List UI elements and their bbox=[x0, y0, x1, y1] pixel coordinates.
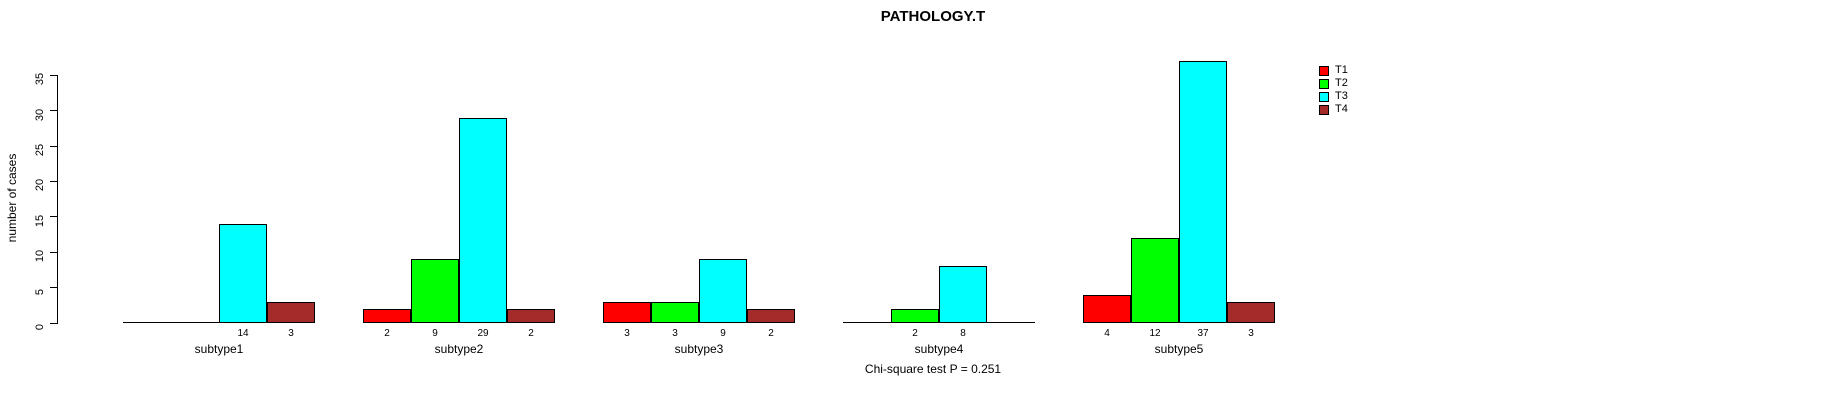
y-tick-label-text: 25 bbox=[34, 143, 46, 157]
bar-subtype3-T4 bbox=[747, 308, 795, 323]
bar-value-label: 2 bbox=[384, 328, 390, 339]
bar-value-label: 2 bbox=[912, 328, 918, 339]
y-tick-mark bbox=[50, 322, 57, 324]
bar-value-label: 12 bbox=[1149, 328, 1161, 339]
y-tick-label-text: 0 bbox=[34, 323, 46, 331]
y-tick-label-text: 30 bbox=[34, 108, 46, 121]
y-tick-label-text: 10 bbox=[34, 250, 46, 263]
bar-subtype1-T3 bbox=[219, 223, 267, 323]
bar-subtype2-T2 bbox=[411, 259, 459, 323]
category-label-subtype2: subtype2 bbox=[434, 342, 484, 356]
bar-subtype2-T3 bbox=[459, 117, 507, 323]
legend-row-T1: T1 bbox=[1319, 64, 1348, 77]
y-tick-mark bbox=[50, 74, 57, 76]
bar-subtype3-T2 bbox=[651, 301, 699, 323]
legend-swatch-icon bbox=[1319, 91, 1329, 102]
legend-label: T3 bbox=[1335, 90, 1348, 102]
y-tick-label-text: 20 bbox=[34, 179, 46, 192]
legend-label: T1 bbox=[1335, 64, 1348, 76]
bar-value-label: 2 bbox=[528, 328, 534, 339]
bar-subtype5-T2 bbox=[1131, 238, 1179, 323]
bar-value-label: 3 bbox=[1248, 328, 1254, 339]
chi-square-annotation: Chi-square test P = 0.251 bbox=[864, 362, 1002, 376]
y-tick-label-text: 35 bbox=[34, 73, 46, 86]
bar-value-label: 14 bbox=[237, 328, 249, 339]
chart-title: PATHOLOGY.T bbox=[880, 8, 986, 25]
bar-subtype1-T4 bbox=[267, 301, 315, 323]
bar-subtype5-T1 bbox=[1083, 294, 1131, 323]
category-label-subtype3: subtype3 bbox=[674, 342, 724, 356]
bar-value-label: 3 bbox=[624, 328, 630, 339]
bar-subtype3-T3 bbox=[699, 259, 747, 323]
bar-subtype3-T1 bbox=[603, 301, 651, 323]
zero-bar-subtype1-T2 bbox=[171, 322, 219, 323]
bar-value-label: 3 bbox=[288, 328, 294, 339]
bar-value-label: 29 bbox=[477, 328, 489, 339]
zero-bar-subtype1-T1 bbox=[123, 322, 171, 323]
bar-value-label: 37 bbox=[1197, 328, 1209, 339]
bar-subtype2-T4 bbox=[507, 308, 555, 323]
y-tick-label-text: 15 bbox=[34, 214, 46, 227]
bar-subtype5-T3 bbox=[1179, 61, 1227, 323]
category-label-subtype4: subtype4 bbox=[914, 342, 964, 356]
legend: T1 T2 T3 T4 bbox=[1319, 64, 1348, 116]
y-tick-mark bbox=[50, 110, 57, 112]
bar-subtype5-T4 bbox=[1227, 301, 1275, 323]
bar-subtype2-T1 bbox=[363, 308, 411, 323]
bar-value-label: 4 bbox=[1104, 328, 1110, 339]
zero-bar-subtype4-T4 bbox=[987, 322, 1035, 323]
bar-value-label: 2 bbox=[768, 328, 774, 339]
bar-subtype4-T3 bbox=[939, 266, 987, 323]
y-tick-mark bbox=[50, 180, 57, 182]
zero-bar-subtype4-T1 bbox=[843, 322, 891, 323]
bar-value-label: 9 bbox=[720, 328, 726, 339]
y-tick-mark bbox=[50, 287, 57, 289]
bar-value-label: 9 bbox=[432, 328, 438, 339]
y-tick-label-text: 5 bbox=[34, 288, 46, 295]
bar-value-label: 3 bbox=[672, 328, 678, 339]
y-tick-mark bbox=[50, 251, 57, 253]
bar-value-label: 8 bbox=[960, 328, 966, 339]
category-label-subtype5: subtype5 bbox=[1154, 342, 1204, 356]
legend-row-T3: T3 bbox=[1319, 90, 1348, 103]
legend-swatch-icon bbox=[1319, 65, 1329, 76]
y-tick-mark bbox=[50, 145, 57, 147]
bar-subtype4-T2 bbox=[891, 308, 939, 323]
legend-swatch-icon bbox=[1319, 104, 1329, 115]
legend-swatch-icon bbox=[1319, 78, 1329, 89]
y-axis-line bbox=[57, 75, 58, 324]
legend-label: T4 bbox=[1335, 103, 1348, 115]
y-axis-label-text: number of cases bbox=[5, 153, 19, 243]
legend-row-T4: T4 bbox=[1319, 103, 1348, 116]
legend-row-T2: T2 bbox=[1319, 77, 1348, 90]
y-tick-mark bbox=[50, 216, 57, 218]
legend-label: T2 bbox=[1335, 77, 1348, 89]
category-label-subtype1: subtype1 bbox=[194, 342, 244, 356]
